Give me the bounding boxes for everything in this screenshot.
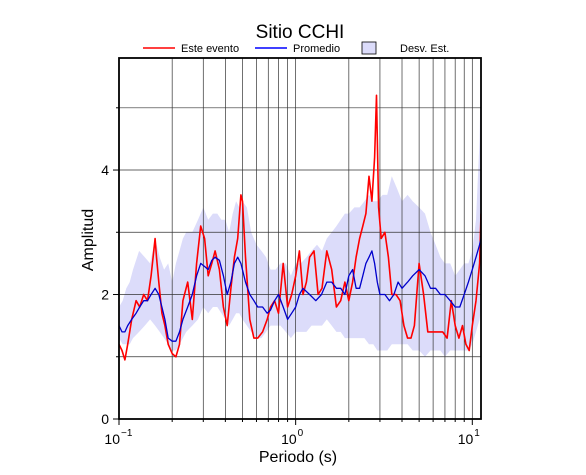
x-tick-label-exponent: −1 xyxy=(121,428,133,439)
x-tick-label-base: 10 xyxy=(281,431,297,447)
x-tick-label: 10 1 xyxy=(458,428,481,447)
legend-label: Desv. Est. xyxy=(400,43,449,55)
x-axis-label: Periodo (s) xyxy=(259,449,337,466)
legend-label: Promedio xyxy=(293,43,340,55)
plot-area xyxy=(119,58,481,419)
legend-item: Este evento xyxy=(143,43,239,55)
legend: Este evento Promedio Desv. Est. xyxy=(143,41,449,55)
series-line-promedio xyxy=(119,238,481,342)
x-tick-label-exponent: 1 xyxy=(474,428,480,439)
y-tick-label: 4 xyxy=(101,162,109,178)
y-tick-label: 0 xyxy=(101,411,109,427)
x-tick-label: 10 −1 xyxy=(104,428,132,447)
legend-item: Desv. Est. xyxy=(361,41,449,55)
legend-item: Promedio xyxy=(255,43,340,55)
std-band xyxy=(119,58,481,357)
y-tick-label: 2 xyxy=(101,287,109,303)
x-tick-label-base: 10 xyxy=(458,431,474,447)
x-tick-label: 10 0 xyxy=(281,428,304,447)
plot-frame xyxy=(118,57,482,420)
x-tick-label-exponent: 0 xyxy=(298,428,304,439)
legend-swatch-band xyxy=(361,41,377,55)
chart-title: Sitio CCHI xyxy=(256,22,345,43)
y-axis-label: Amplitud xyxy=(80,209,97,271)
x-tick-label-base: 10 xyxy=(104,431,120,447)
series-line-este-evento xyxy=(119,94,481,361)
legend-label: Este evento xyxy=(181,43,239,55)
